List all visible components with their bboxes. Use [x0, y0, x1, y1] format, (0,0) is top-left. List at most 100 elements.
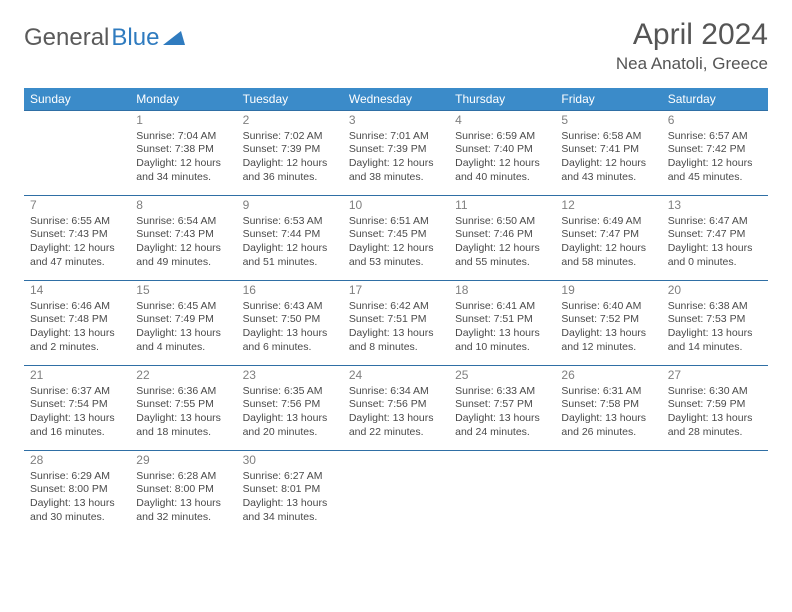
- sunrise-text: Sunrise: 6:29 AM: [30, 470, 124, 484]
- calendar-cell: 18Sunrise: 6:41 AMSunset: 7:51 PMDayligh…: [449, 281, 555, 366]
- daylight-text: Daylight: 12 hours and 51 minutes.: [243, 242, 337, 269]
- day-header-row: SundayMondayTuesdayWednesdayThursdayFrid…: [24, 88, 768, 111]
- calendar-cell: 26Sunrise: 6:31 AMSunset: 7:58 PMDayligh…: [555, 366, 661, 451]
- sunset-text: Sunset: 7:43 PM: [136, 228, 230, 242]
- sunset-text: Sunset: 7:50 PM: [243, 313, 337, 327]
- brand-name-part2: Blue: [111, 24, 159, 52]
- day-number: 23: [243, 368, 337, 384]
- day-number: 18: [455, 283, 549, 299]
- calendar-cell: 22Sunrise: 6:36 AMSunset: 7:55 PMDayligh…: [130, 366, 236, 451]
- day-number: 29: [136, 453, 230, 469]
- calendar-cell: 11Sunrise: 6:50 AMSunset: 7:46 PMDayligh…: [449, 196, 555, 281]
- sunset-text: Sunset: 7:38 PM: [136, 143, 230, 157]
- sunrise-text: Sunrise: 6:59 AM: [455, 130, 549, 144]
- day-number: 21: [30, 368, 124, 384]
- day-number: 28: [30, 453, 124, 469]
- sunset-text: Sunset: 7:47 PM: [561, 228, 655, 242]
- day-number: 14: [30, 283, 124, 299]
- calendar-cell: 24Sunrise: 6:34 AMSunset: 7:56 PMDayligh…: [343, 366, 449, 451]
- calendar-cell: [449, 451, 555, 536]
- sunset-text: Sunset: 7:45 PM: [349, 228, 443, 242]
- day-number: 19: [561, 283, 655, 299]
- day-number: 12: [561, 198, 655, 214]
- calendar-cell: 9Sunrise: 6:53 AMSunset: 7:44 PMDaylight…: [237, 196, 343, 281]
- title-block: April 2024 Nea Anatoli, Greece: [616, 18, 768, 74]
- day-number: 1: [136, 113, 230, 129]
- calendar-cell: 29Sunrise: 6:28 AMSunset: 8:00 PMDayligh…: [130, 451, 236, 536]
- daylight-text: Daylight: 13 hours and 30 minutes.: [30, 497, 124, 524]
- sunset-text: Sunset: 7:40 PM: [455, 143, 549, 157]
- day-header: Wednesday: [343, 88, 449, 111]
- daylight-text: Daylight: 13 hours and 34 minutes.: [243, 497, 337, 524]
- calendar-week-row: 21Sunrise: 6:37 AMSunset: 7:54 PMDayligh…: [24, 366, 768, 451]
- sunset-text: Sunset: 7:52 PM: [561, 313, 655, 327]
- page-header: GeneralBlue April 2024 Nea Anatoli, Gree…: [24, 18, 768, 74]
- sunrise-text: Sunrise: 6:28 AM: [136, 470, 230, 484]
- brand-logo: GeneralBlue: [24, 24, 185, 52]
- sunset-text: Sunset: 7:46 PM: [455, 228, 549, 242]
- sunset-text: Sunset: 7:58 PM: [561, 398, 655, 412]
- day-number: 11: [455, 198, 549, 214]
- sunset-text: Sunset: 7:54 PM: [30, 398, 124, 412]
- sunset-text: Sunset: 7:48 PM: [30, 313, 124, 327]
- day-number: 6: [668, 113, 762, 129]
- sunrise-text: Sunrise: 6:34 AM: [349, 385, 443, 399]
- calendar-cell: 8Sunrise: 6:54 AMSunset: 7:43 PMDaylight…: [130, 196, 236, 281]
- sunset-text: Sunset: 7:51 PM: [349, 313, 443, 327]
- daylight-text: Daylight: 13 hours and 2 minutes.: [30, 327, 124, 354]
- sunrise-text: Sunrise: 6:33 AM: [455, 385, 549, 399]
- daylight-text: Daylight: 13 hours and 6 minutes.: [243, 327, 337, 354]
- daylight-text: Daylight: 12 hours and 45 minutes.: [668, 157, 762, 184]
- sunrise-text: Sunrise: 6:50 AM: [455, 215, 549, 229]
- daylight-text: Daylight: 12 hours and 47 minutes.: [30, 242, 124, 269]
- sunrise-text: Sunrise: 6:57 AM: [668, 130, 762, 144]
- day-number: 15: [136, 283, 230, 299]
- daylight-text: Daylight: 13 hours and 4 minutes.: [136, 327, 230, 354]
- calendar-cell: 23Sunrise: 6:35 AMSunset: 7:56 PMDayligh…: [237, 366, 343, 451]
- calendar-week-row: 28Sunrise: 6:29 AMSunset: 8:00 PMDayligh…: [24, 451, 768, 536]
- daylight-text: Daylight: 13 hours and 16 minutes.: [30, 412, 124, 439]
- calendar-cell: 7Sunrise: 6:55 AMSunset: 7:43 PMDaylight…: [24, 196, 130, 281]
- sunrise-text: Sunrise: 7:04 AM: [136, 130, 230, 144]
- day-number: 20: [668, 283, 762, 299]
- day-number: 27: [668, 368, 762, 384]
- day-number: 25: [455, 368, 549, 384]
- daylight-text: Daylight: 13 hours and 0 minutes.: [668, 242, 762, 269]
- daylight-text: Daylight: 12 hours and 38 minutes.: [349, 157, 443, 184]
- day-number: 4: [455, 113, 549, 129]
- calendar-cell: [343, 451, 449, 536]
- daylight-text: Daylight: 13 hours and 32 minutes.: [136, 497, 230, 524]
- calendar-cell: 17Sunrise: 6:42 AMSunset: 7:51 PMDayligh…: [343, 281, 449, 366]
- day-number: 2: [243, 113, 337, 129]
- calendar-head: SundayMondayTuesdayWednesdayThursdayFrid…: [24, 88, 768, 111]
- daylight-text: Daylight: 13 hours and 8 minutes.: [349, 327, 443, 354]
- sunset-text: Sunset: 7:57 PM: [455, 398, 549, 412]
- calendar-cell: 6Sunrise: 6:57 AMSunset: 7:42 PMDaylight…: [662, 111, 768, 196]
- brand-name-part1: General: [24, 24, 109, 52]
- calendar-cell: [555, 451, 661, 536]
- day-number: 9: [243, 198, 337, 214]
- daylight-text: Daylight: 12 hours and 36 minutes.: [243, 157, 337, 184]
- sunrise-text: Sunrise: 6:43 AM: [243, 300, 337, 314]
- sunrise-text: Sunrise: 6:45 AM: [136, 300, 230, 314]
- calendar-cell: 5Sunrise: 6:58 AMSunset: 7:41 PMDaylight…: [555, 111, 661, 196]
- daylight-text: Daylight: 12 hours and 49 minutes.: [136, 242, 230, 269]
- sunset-text: Sunset: 7:39 PM: [243, 143, 337, 157]
- calendar-cell: 25Sunrise: 6:33 AMSunset: 7:57 PMDayligh…: [449, 366, 555, 451]
- sunset-text: Sunset: 7:56 PM: [243, 398, 337, 412]
- daylight-text: Daylight: 13 hours and 12 minutes.: [561, 327, 655, 354]
- sunset-text: Sunset: 8:00 PM: [30, 483, 124, 497]
- calendar-cell: 10Sunrise: 6:51 AMSunset: 7:45 PMDayligh…: [343, 196, 449, 281]
- sunrise-text: Sunrise: 6:35 AM: [243, 385, 337, 399]
- daylight-text: Daylight: 13 hours and 10 minutes.: [455, 327, 549, 354]
- sunrise-text: Sunrise: 6:55 AM: [30, 215, 124, 229]
- sunset-text: Sunset: 7:55 PM: [136, 398, 230, 412]
- day-number: 7: [30, 198, 124, 214]
- daylight-text: Daylight: 13 hours and 24 minutes.: [455, 412, 549, 439]
- calendar-cell: 15Sunrise: 6:45 AMSunset: 7:49 PMDayligh…: [130, 281, 236, 366]
- daylight-text: Daylight: 13 hours and 20 minutes.: [243, 412, 337, 439]
- sunset-text: Sunset: 7:43 PM: [30, 228, 124, 242]
- calendar-cell: 19Sunrise: 6:40 AMSunset: 7:52 PMDayligh…: [555, 281, 661, 366]
- sunset-text: Sunset: 7:56 PM: [349, 398, 443, 412]
- sunrise-text: Sunrise: 6:36 AM: [136, 385, 230, 399]
